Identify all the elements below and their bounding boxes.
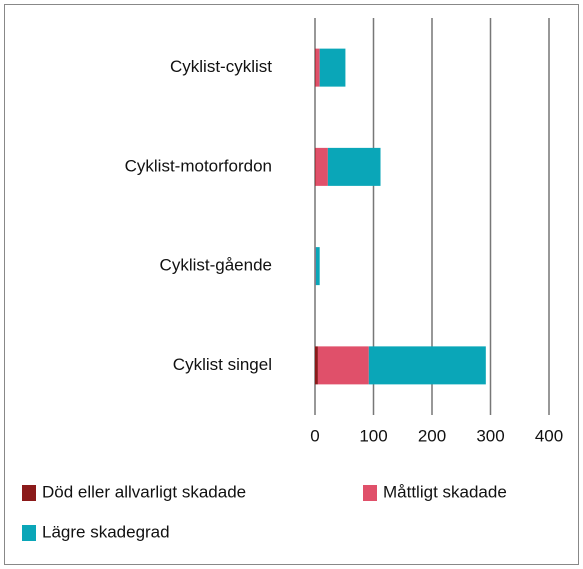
bar-segment [317, 346, 369, 385]
bar-segment [315, 48, 316, 87]
legend-swatch [22, 485, 36, 501]
legend-swatch [22, 525, 36, 541]
frame [4, 4, 579, 565]
x-tick-label: 100 [359, 426, 387, 445]
y-tick-label: Cyklist-cyklist [170, 57, 272, 76]
bar-segment [368, 346, 486, 385]
bar-segment [315, 147, 316, 186]
x-tick-label: 400 [535, 426, 563, 445]
bar-segment [319, 48, 346, 87]
legend-swatch [363, 485, 377, 501]
legend-label: Död eller allvarligt skadade [42, 482, 246, 501]
bar-segment [315, 247, 316, 286]
legend-label: Lägre skadegrad [42, 522, 170, 541]
x-tick-label: 200 [418, 426, 446, 445]
y-tick-label: Cyklist-motorfordon [125, 156, 272, 175]
legend-label: Måttligt skadade [383, 482, 507, 501]
bar-segment [315, 147, 328, 186]
x-tick-label: 300 [476, 426, 504, 445]
y-tick-label: Cyklist-gående [160, 256, 272, 275]
bar-segment [327, 147, 381, 186]
y-tick-label: Cyklist singel [173, 355, 272, 374]
bar-segment [315, 48, 320, 87]
x-tick-label: 0 [310, 426, 319, 445]
bar-segment [315, 346, 318, 385]
bar-segment [315, 247, 320, 286]
